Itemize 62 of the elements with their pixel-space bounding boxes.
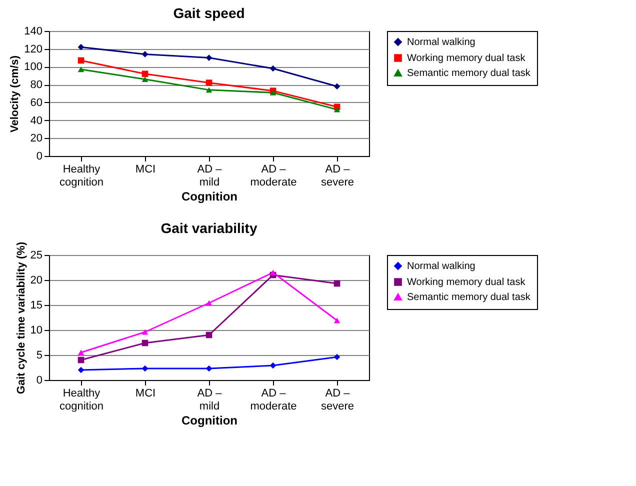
point	[142, 340, 148, 346]
point	[78, 66, 84, 72]
y-tick-label: 80	[30, 79, 42, 92]
point	[142, 76, 148, 82]
x-tick-label: AD – mild	[197, 164, 223, 188]
legend-label: Semantic memory dual task	[407, 292, 532, 303]
x-tick-label: AD – severe	[320, 164, 354, 188]
point	[142, 329, 148, 335]
x-axis-title: Cognition	[182, 190, 238, 204]
point	[78, 366, 84, 374]
y-tick-label: 100	[24, 61, 42, 74]
legend-label: Semantic memory dual task	[407, 68, 532, 79]
y-tick-label: 60	[30, 96, 42, 109]
point	[78, 350, 84, 356]
point	[206, 80, 212, 86]
chart-title: Gait variability	[160, 220, 258, 236]
legend-label: Normal walking	[407, 261, 476, 272]
point	[334, 318, 340, 324]
y-axis-title: Velocity (cm/s)	[9, 55, 22, 133]
point	[206, 365, 212, 372]
x-tick-label: AD – moderate	[250, 164, 297, 188]
point	[142, 51, 148, 58]
legend-label: Working memory dual task	[407, 53, 526, 64]
y-tick-label: 20	[30, 132, 42, 145]
x-tick-label: Healthy cognition	[59, 388, 104, 412]
x-tick-label: MCI	[135, 388, 156, 400]
y-tick-label: 25	[30, 250, 42, 262]
legend-label: Working memory dual task	[407, 277, 526, 288]
y-tick-label: 120	[24, 43, 42, 56]
chart-title: Gait speed	[173, 5, 245, 21]
y-tick-label: 140	[24, 26, 42, 38]
y-tick-label: 20	[30, 274, 42, 286]
x-tick-label: Healthy cognition	[59, 164, 104, 188]
legend-label: Normal walking	[407, 37, 476, 48]
y-tick-label: 0	[36, 150, 42, 162]
point	[206, 300, 212, 306]
x-axis-title: Cognition	[182, 414, 238, 428]
point	[270, 362, 276, 369]
point	[142, 365, 148, 372]
point	[78, 356, 84, 364]
point	[334, 106, 340, 112]
point	[78, 57, 84, 64]
x-tick-label: AD – severe	[320, 388, 354, 412]
point	[334, 280, 340, 287]
point	[334, 354, 340, 360]
point	[270, 270, 276, 276]
y-tick-label: 15	[30, 300, 42, 312]
x-tick-label: AD – moderate	[250, 388, 297, 412]
point	[334, 83, 340, 90]
point	[78, 44, 84, 50]
x-tick-label: MCI	[135, 164, 156, 176]
x-tick-label: AD – mild	[197, 388, 223, 412]
point	[142, 70, 148, 78]
y-tick-label: 0	[36, 374, 42, 386]
y-tick-label: 10	[30, 324, 42, 336]
point	[206, 87, 212, 93]
y-axis-title: Gait cycle time variability (%)	[15, 242, 28, 394]
point	[206, 332, 212, 338]
point	[206, 54, 212, 61]
point	[270, 65, 276, 72]
y-tick-label: 40	[30, 114, 42, 127]
y-tick-label: 5	[36, 350, 42, 362]
